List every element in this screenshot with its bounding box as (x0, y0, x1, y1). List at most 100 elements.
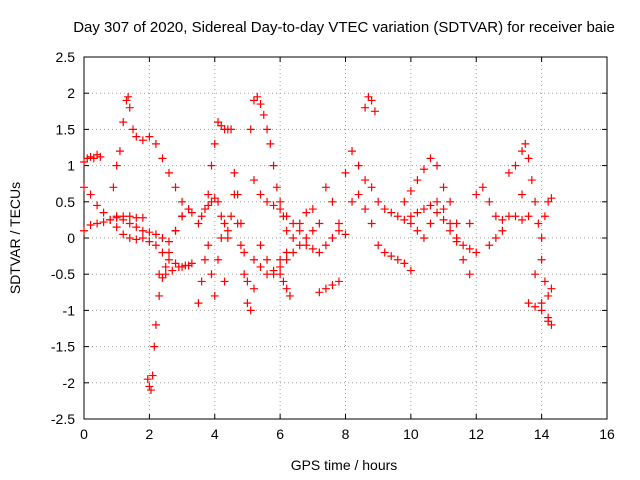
series-arc-28 (537, 194, 556, 242)
data-point-plus-marker (86, 190, 95, 199)
data-point-plus-marker (472, 190, 481, 199)
data-point-plus-marker (249, 176, 258, 185)
data-point-plus-marker (207, 161, 216, 170)
series-arc-12 (223, 190, 252, 308)
data-point-plus-marker (151, 320, 160, 329)
data-point-plus-marker (295, 219, 304, 228)
data-point-plus-marker (161, 262, 170, 271)
series-arc-16 (256, 205, 317, 279)
series-arc-17 (276, 270, 294, 300)
data-point-plus-marker (547, 194, 556, 203)
data-point-plus-marker (80, 157, 88, 166)
series-arc-4 (109, 92, 187, 206)
data-point-plus-marker (285, 291, 294, 300)
data-point-plus-marker (544, 317, 553, 326)
data-point-plus-marker (158, 234, 167, 242)
data-point-plus-marker (524, 154, 533, 163)
data-point-plus-marker (406, 219, 415, 228)
data-point-plus-marker (246, 306, 255, 315)
data-point-plus-marker (269, 201, 278, 210)
data-point-plus-marker (537, 234, 546, 242)
data-point-plus-marker (93, 201, 102, 210)
data-point-plus-marker (518, 190, 527, 199)
data-point-plus-marker (125, 219, 134, 228)
series-arc-20 (361, 92, 379, 116)
data-point-plus-marker (204, 190, 213, 199)
data-point-plus-marker (171, 183, 180, 192)
data-point-plus-marker (426, 201, 435, 210)
data-point-plus-marker (249, 96, 258, 105)
data-point-plus-marker (147, 386, 156, 395)
data-point-plus-marker (253, 92, 262, 101)
data-point-plus-marker (308, 244, 317, 253)
data-point-plus-marker (194, 219, 203, 228)
data-point-plus-marker (393, 212, 402, 221)
data-point-plus-marker (419, 234, 428, 242)
x-tick-label: 8 (342, 426, 350, 442)
data-point-plus-marker (220, 219, 229, 228)
y-tick-label: 1.5 (56, 121, 76, 137)
data-point-plus-marker (380, 205, 389, 214)
data-point-plus-marker (132, 223, 141, 232)
data-point-plus-marker (214, 255, 223, 264)
data-point-plus-marker (109, 183, 118, 192)
data-point-plus-marker (80, 226, 88, 235)
data-point-plus-marker (240, 270, 249, 279)
data-point-plus-marker (119, 230, 128, 239)
data-point-plus-marker (387, 252, 396, 261)
x-tick-label: 6 (276, 426, 284, 442)
data-point-plus-marker (531, 270, 540, 279)
data-point-plus-marker (230, 190, 239, 199)
data-point-plus-marker (367, 96, 376, 105)
data-point-plus-marker (341, 230, 350, 239)
data-point-plus-marker (544, 291, 553, 300)
data-point-plus-marker (214, 118, 223, 127)
data-point-plus-marker (115, 147, 124, 156)
data-point-plus-marker (276, 255, 285, 264)
data-point-plus-marker (217, 212, 226, 221)
data-point-plus-marker (200, 205, 209, 214)
data-point-plus-marker (119, 118, 128, 127)
data-point-plus-marker (256, 190, 265, 199)
data-point-plus-marker (354, 161, 363, 170)
data-point-plus-marker (138, 136, 147, 145)
data-point-plus-marker (446, 226, 455, 235)
axis-ticks: 0 2 4 6 8 10 12 14 16 -2.5 -2 -1.5 -1 -0.5 0 0.5 1 1.5 2 2.… (51, 49, 615, 442)
x-tick-label: 14 (534, 426, 550, 442)
data-point-plus-marker (240, 248, 249, 257)
data-point-plus-marker (465, 244, 474, 253)
data-point-plus-marker (132, 235, 141, 244)
data-point-plus-marker (289, 234, 298, 242)
data-point-plus-marker (164, 255, 173, 264)
data-point-plus-marker (527, 176, 536, 185)
data-point-plus-marker (302, 234, 311, 242)
data-point-plus-marker (478, 183, 487, 192)
data-point-plus-marker (321, 284, 330, 293)
data-point-plus-marker (361, 103, 370, 112)
data-point-plus-marker (138, 234, 147, 242)
data-point-plus-marker (282, 248, 291, 257)
data-point-plus-marker (315, 248, 324, 257)
data-point-plus-marker (181, 261, 190, 270)
series-arc-7 (155, 259, 196, 279)
data-point-plus-marker (295, 241, 304, 250)
data-point-plus-marker (158, 154, 167, 163)
data-point-plus-marker (93, 219, 102, 228)
data-point-plus-marker (197, 212, 206, 221)
series-arc-25 (485, 161, 553, 322)
data-point-plus-marker (214, 197, 223, 206)
data-point-plus-marker (459, 241, 468, 250)
data-point-plus-marker (263, 197, 272, 206)
data-point-plus-marker (256, 100, 265, 109)
data-point-plus-marker (504, 168, 513, 177)
data-point-plus-marker (537, 306, 546, 315)
y-tick-label: 2 (67, 85, 75, 101)
data-point-plus-marker (547, 284, 556, 293)
data-point-plus-marker (227, 212, 236, 221)
data-point-plus-marker (200, 255, 209, 264)
x-tick-label: 2 (145, 426, 153, 442)
data-point-plus-marker (328, 281, 337, 290)
data-point-plus-marker (89, 154, 98, 163)
y-tick-label: -1.5 (51, 339, 75, 355)
data-point-plus-marker (204, 201, 213, 210)
